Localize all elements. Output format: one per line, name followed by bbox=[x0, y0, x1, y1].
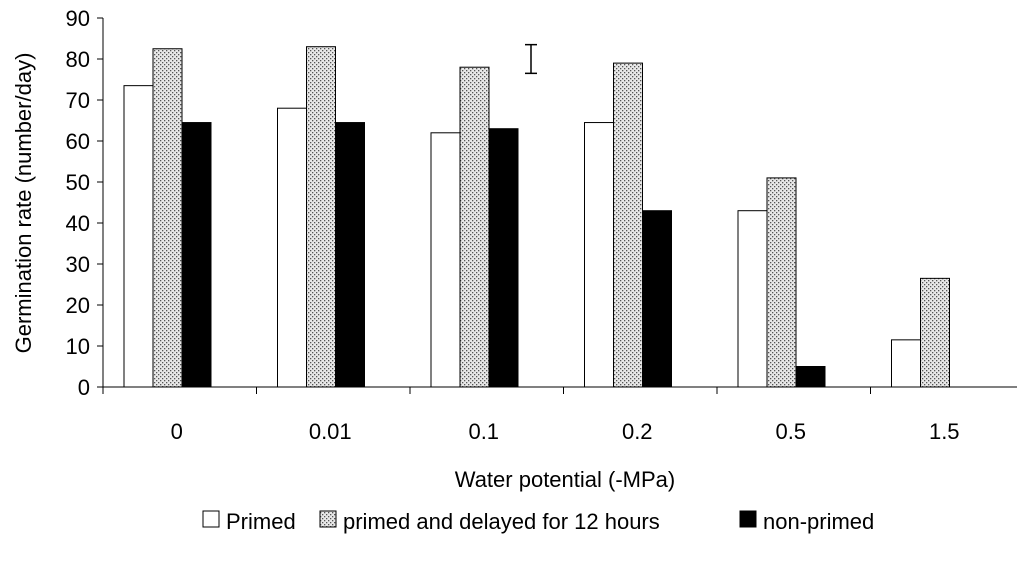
x-tick-label: 0.5 bbox=[775, 419, 806, 444]
y-tick-label: 50 bbox=[66, 170, 90, 195]
y-tick-label: 20 bbox=[66, 293, 90, 318]
legend: Primed primed and delayed for 12 hours non… bbox=[202, 509, 874, 534]
plot-area: 0 10 20 30 40 50 60 70 80 90 0 0.01 0.1 0.2 0.5 1.5 bbox=[66, 6, 1017, 444]
legend-swatch bbox=[739, 510, 757, 528]
y-tick-label: 80 bbox=[66, 47, 90, 72]
legend-label: primed and delayed for 12 hours bbox=[343, 509, 660, 534]
y-tick-label: 30 bbox=[66, 252, 90, 277]
bar bbox=[459, 66, 490, 388]
legend-label: non-primed bbox=[763, 509, 874, 534]
x-tick-label: 1.5 bbox=[929, 419, 960, 444]
bar bbox=[584, 122, 614, 388]
bar bbox=[335, 122, 365, 388]
bar bbox=[795, 366, 826, 388]
legend-swatch bbox=[202, 510, 220, 528]
y-tick-label: 90 bbox=[66, 6, 90, 31]
bar bbox=[766, 177, 797, 388]
x-tick-label: 0 bbox=[171, 419, 183, 444]
x-tick-label: 0.1 bbox=[468, 419, 499, 444]
bar bbox=[642, 210, 672, 388]
y-tick-label: 10 bbox=[66, 334, 90, 359]
y-tick-label: 70 bbox=[66, 88, 90, 113]
x-axis-title: Water potential (-MPa) bbox=[455, 467, 675, 492]
y-tick-label: 60 bbox=[66, 129, 90, 154]
legend-swatch bbox=[319, 510, 337, 528]
bar bbox=[920, 277, 950, 388]
bar bbox=[123, 85, 154, 388]
x-tick-label: 0.2 bbox=[622, 419, 653, 444]
bar bbox=[613, 62, 643, 388]
bar bbox=[306, 46, 336, 388]
bar bbox=[737, 210, 768, 388]
bar bbox=[488, 128, 519, 388]
bar bbox=[430, 132, 461, 388]
y-axis-title: Germination rate (number/day) bbox=[11, 53, 36, 354]
y-tick-label: 0 bbox=[78, 375, 90, 400]
bar bbox=[891, 339, 921, 388]
legend-label: Primed bbox=[226, 509, 296, 534]
bar bbox=[181, 122, 212, 388]
y-tick-label: 40 bbox=[66, 211, 90, 236]
bar bbox=[277, 107, 307, 388]
x-tick-label: 0.01 bbox=[309, 419, 352, 444]
bar bbox=[152, 48, 183, 388]
